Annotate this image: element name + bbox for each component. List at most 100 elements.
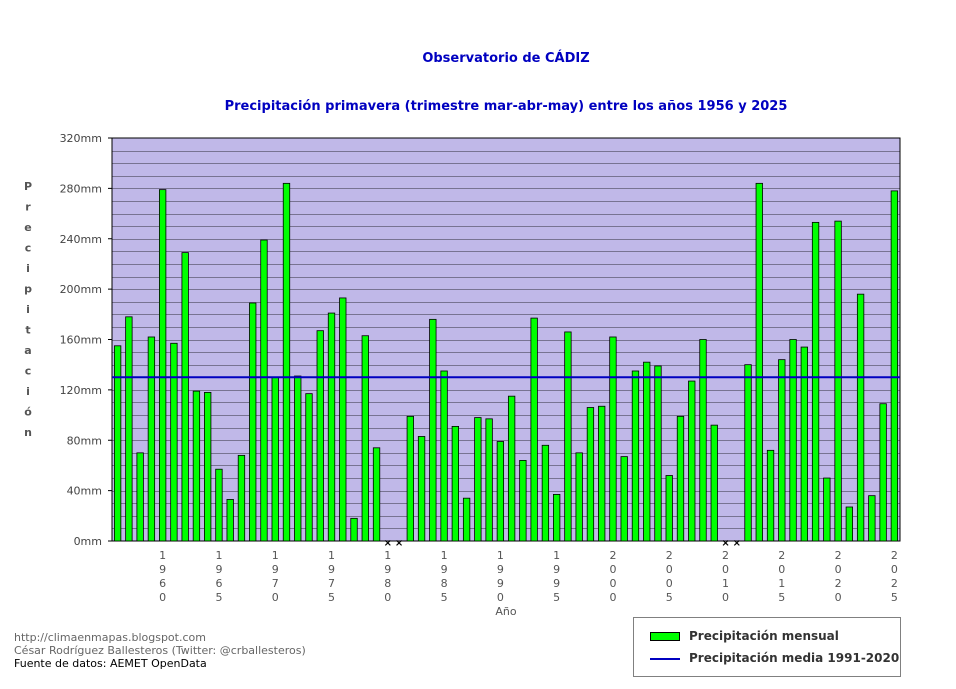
- bar: [586, 407, 595, 542]
- bar: [113, 345, 122, 542]
- legend-item-line: Precipitación media 1991-2020: [650, 651, 899, 665]
- bar: [462, 497, 471, 542]
- legend-bar-label: Precipitación mensual: [689, 629, 839, 643]
- bar: [845, 506, 853, 542]
- bar: [890, 190, 899, 542]
- credit-author: César Rodríguez Ballesteros (Twitter: @c…: [14, 644, 306, 657]
- bar: [249, 302, 257, 542]
- bar: [755, 182, 763, 542]
- bar: [856, 293, 865, 542]
- bar: [665, 475, 673, 542]
- y-tick-label: 160mm: [60, 334, 102, 347]
- y-tick-label: 200mm: [60, 283, 102, 296]
- bar: [654, 365, 662, 542]
- missing-data-marker: ×: [733, 538, 741, 549]
- bar: [766, 449, 775, 542]
- bar: [339, 297, 347, 542]
- y-tick-label: 80mm: [67, 434, 102, 447]
- bar: [485, 418, 493, 542]
- legend-line-swatch: [650, 657, 680, 660]
- bar: [170, 342, 178, 542]
- bar: [598, 405, 606, 542]
- bar: [496, 441, 505, 542]
- bar: [260, 239, 268, 542]
- bar: [879, 403, 887, 542]
- y-tick-label: 120mm: [60, 384, 102, 397]
- legend-item-bars: Precipitación mensual: [650, 629, 839, 643]
- bar: [125, 316, 133, 542]
- bar: [316, 330, 324, 542]
- bar: [451, 425, 459, 542]
- bar: [271, 376, 279, 542]
- credit-website: http://climaenmapas.blogspot.com: [14, 631, 206, 644]
- bar: [204, 391, 212, 542]
- y-tick-label: 240mm: [60, 233, 102, 246]
- bar: [643, 361, 651, 542]
- y-tick-label: 0mm: [74, 535, 102, 548]
- y-tick-label: 320mm: [60, 132, 102, 145]
- bar: [136, 452, 144, 542]
- bar: [294, 375, 302, 542]
- bar: [530, 317, 538, 542]
- legend-bar-swatch: [650, 632, 680, 641]
- bar: [710, 424, 718, 542]
- missing-data-marker: ×: [721, 538, 729, 549]
- bar: [226, 499, 234, 542]
- credit-source: Fuente de datos: AEMET OpenData: [14, 657, 207, 670]
- bar: [474, 417, 482, 542]
- bar: [192, 390, 201, 542]
- bar: [159, 189, 167, 542]
- x-axis-label: Año: [495, 605, 516, 618]
- bar: [440, 370, 448, 542]
- bar: [361, 335, 369, 542]
- bar: [811, 221, 820, 542]
- bar: [215, 468, 223, 542]
- legend-line-label: Precipitación media 1991-2020: [689, 651, 900, 665]
- bar: [800, 346, 808, 542]
- bar: [327, 312, 336, 542]
- bar: [417, 436, 426, 542]
- bar: [676, 415, 685, 542]
- y-tick-label: 40mm: [67, 485, 102, 498]
- bar: [406, 415, 414, 542]
- bar: [541, 444, 550, 542]
- legend: Precipitación mensual Precipitación medi…: [633, 617, 901, 677]
- chart-title: Observatorio de CÁDIZ: [422, 51, 590, 66]
- bar: [564, 331, 572, 542]
- bar: [688, 380, 696, 542]
- bar: [868, 495, 876, 542]
- bar: [237, 454, 246, 542]
- credits: http://climaenmapas.blogspot.com César R…: [14, 631, 306, 670]
- bar: [507, 395, 516, 542]
- bar: [282, 182, 291, 542]
- bar: [699, 339, 707, 542]
- bar: [631, 370, 640, 542]
- bar: [823, 477, 831, 542]
- bar: [305, 393, 313, 542]
- bar: [834, 220, 842, 542]
- bar: [789, 339, 797, 542]
- bar: [778, 359, 786, 542]
- bar: [609, 336, 617, 542]
- bar: [553, 494, 561, 542]
- bar: [620, 456, 628, 542]
- bar: [429, 318, 437, 542]
- missing-data-marker: ×: [384, 538, 392, 549]
- bar: [744, 364, 752, 542]
- bar: [147, 336, 156, 542]
- bar: [372, 447, 381, 542]
- bar: [350, 517, 358, 542]
